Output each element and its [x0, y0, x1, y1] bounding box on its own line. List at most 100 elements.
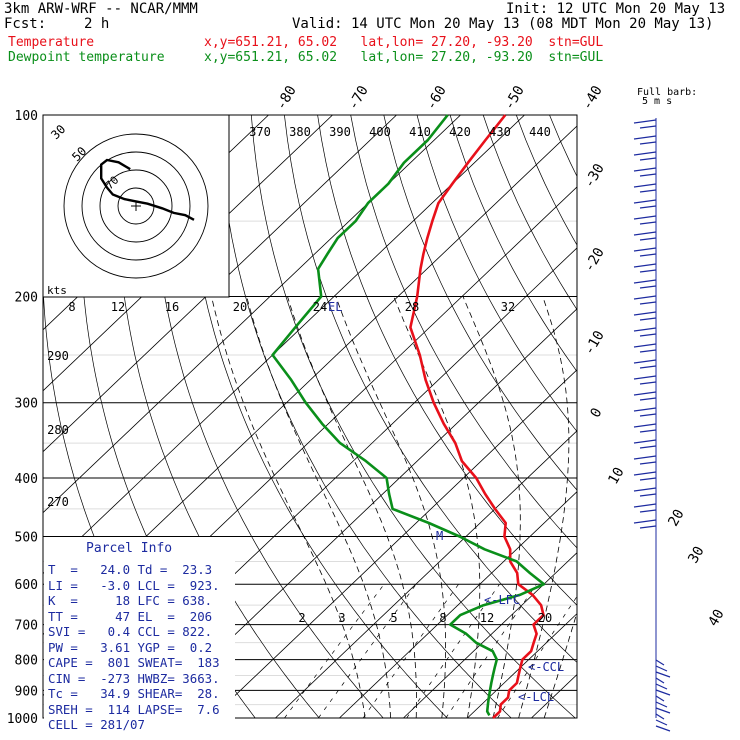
low-level-barb-1	[655, 665, 668, 672]
mixing-ratio-label-5: 5	[390, 611, 397, 625]
moist-adiabat-32	[543, 611, 577, 718]
isotherm-label-2: -60	[423, 83, 450, 113]
dry-adiabat-420	[616, 115, 740, 718]
parcel-row-3: TT = 47 EL = 206	[48, 608, 213, 624]
theta-label-370: 370	[249, 125, 271, 139]
mixing-ratio-label-12: 12	[480, 611, 494, 625]
isotherm--70	[43, 115, 525, 575]
wind-barb-7	[633, 231, 657, 241]
dry-adiabat-350	[383, 115, 577, 491]
isotherm-label-8: 0	[587, 405, 605, 420]
isotherm--20	[211, 369, 577, 718]
mixing-ratio-label-2: 2	[298, 611, 305, 625]
isotherm-label-10: 20	[665, 507, 687, 530]
mixing-ratio-label-3: 3	[338, 611, 345, 625]
wind-scale-label-16: 16	[165, 300, 179, 314]
dry-adiabat-380	[482, 115, 577, 311]
wind-scale-label-32: 32	[501, 300, 515, 314]
wind-scale-label-28: 28	[405, 300, 419, 314]
wind-barb-1	[633, 135, 657, 145]
dry-adiabat-300	[217, 115, 512, 718]
dry-adiabat-390	[515, 115, 577, 246]
wind-barb-16	[633, 375, 657, 385]
low-level-barb-11	[655, 725, 671, 732]
dry-adiabat-430	[649, 115, 740, 718]
parcel-row-5: PW = 3.61 YGP = 0.2	[48, 639, 213, 655]
isotherm-50	[659, 115, 740, 718]
forecast-label: Fcst:	[4, 16, 47, 32]
low-level-barb-8	[655, 707, 671, 714]
isotherm-label-6: -20	[581, 245, 608, 275]
dry-adiabat-360	[416, 115, 577, 433]
pressure-label-900: 900	[15, 684, 38, 699]
theta-left-label-270: 270	[47, 495, 69, 509]
wind-barb-9	[633, 263, 657, 273]
mixing-ratio-line-5	[362, 583, 459, 718]
wind-scale-label-12: 12	[111, 300, 125, 314]
wind-barb-3	[633, 167, 657, 177]
moist-adiabat-8	[246, 296, 391, 718]
dewpoint-profile	[271, 114, 546, 717]
pressure-label-500: 500	[15, 530, 38, 545]
mixing-ratio-label-20: 20	[538, 611, 552, 625]
forecast-hour: 2 h	[84, 16, 110, 32]
wind-barb-18	[633, 407, 657, 417]
isotherm-label-12: 40	[705, 607, 727, 630]
pressure-label-400: 400	[15, 472, 38, 487]
isotherm-label-0: -80	[273, 83, 300, 113]
valid-time: Valid: 14 UTC Mon 20 May 13 (08 MDT Mon …	[292, 16, 714, 32]
low-level-barb-7	[655, 701, 668, 708]
isotherm-label-9: 10	[605, 465, 627, 488]
kts-label: kts	[47, 284, 67, 297]
pressure-label-300: 300	[15, 397, 38, 412]
dry-adiabat-400	[549, 115, 577, 178]
theta-label-380: 380	[289, 125, 311, 139]
wind-barb-14	[633, 343, 657, 353]
dry-adiabat-370	[449, 115, 577, 373]
low-level-barb-10	[655, 719, 668, 726]
pressure-label-1000: 1000	[7, 712, 38, 727]
wind-barb-12	[633, 311, 657, 321]
parcel-row-2: K = 18 LFC = 638.	[48, 593, 213, 608]
hodograph-ring-1	[99, 169, 173, 243]
low-level-barb-5	[655, 689, 671, 696]
wind-barb-10	[633, 279, 657, 289]
dry-adiabat-290	[184, 115, 448, 718]
wind-scale-label-20: 20	[233, 300, 247, 314]
parcel-row-4: SVI = 0.4 CCL = 822.	[48, 624, 213, 639]
dry-adiabat-280	[151, 115, 384, 718]
parcel-row-6: CAPE = 801 SWEAT= 183	[48, 655, 220, 670]
wind-scale-label-24: 24	[313, 300, 327, 314]
parcel-row-1: LI = -3.0 LCL = 923.	[48, 577, 220, 593]
parcel-row-7: CIN = -273 HWBZ= 3663.	[48, 670, 220, 686]
theta-label-440: 440	[529, 125, 551, 139]
wind-barb-4	[633, 183, 657, 193]
ccl-marker: <-CCL	[528, 660, 564, 674]
wind-scale-label-8: 8	[68, 300, 75, 314]
dry-adiabat-320	[284, 115, 577, 663]
pressure-label-700: 700	[15, 619, 38, 634]
wind-barb-22	[633, 471, 657, 481]
el-marker: EL	[328, 300, 342, 314]
mixing-ratio-line-20	[497, 595, 577, 718]
theta-label-400: 400	[369, 125, 391, 139]
temperature-legend: Temperature	[8, 35, 95, 50]
wind-barb-0	[633, 119, 657, 129]
low-level-barb-3	[655, 677, 665, 684]
wind-barb-17	[633, 391, 657, 401]
wind-barb-20	[633, 439, 657, 449]
moist-adiabat-20	[393, 296, 481, 718]
temperature-location: x,y=651.21, 65.02 lat,lon= 27.20, -93.20…	[204, 35, 604, 50]
hodograph-ring-2	[81, 151, 191, 261]
wind-barb-8	[633, 247, 657, 257]
dewpoint-legend: Dewpoint temperature	[8, 50, 165, 65]
parcel-info-panel	[44, 537, 235, 727]
parcel-row-0: T = 24.0 Td = 23.3	[48, 562, 213, 577]
barb-legend-units: 5 m s	[642, 96, 672, 107]
wind-barb-23	[633, 487, 657, 497]
low-level-barb-4	[655, 683, 668, 690]
isotherm--90	[43, 115, 397, 453]
wind-barbs	[633, 118, 671, 732]
isotherm-label-4: -40	[579, 83, 606, 113]
